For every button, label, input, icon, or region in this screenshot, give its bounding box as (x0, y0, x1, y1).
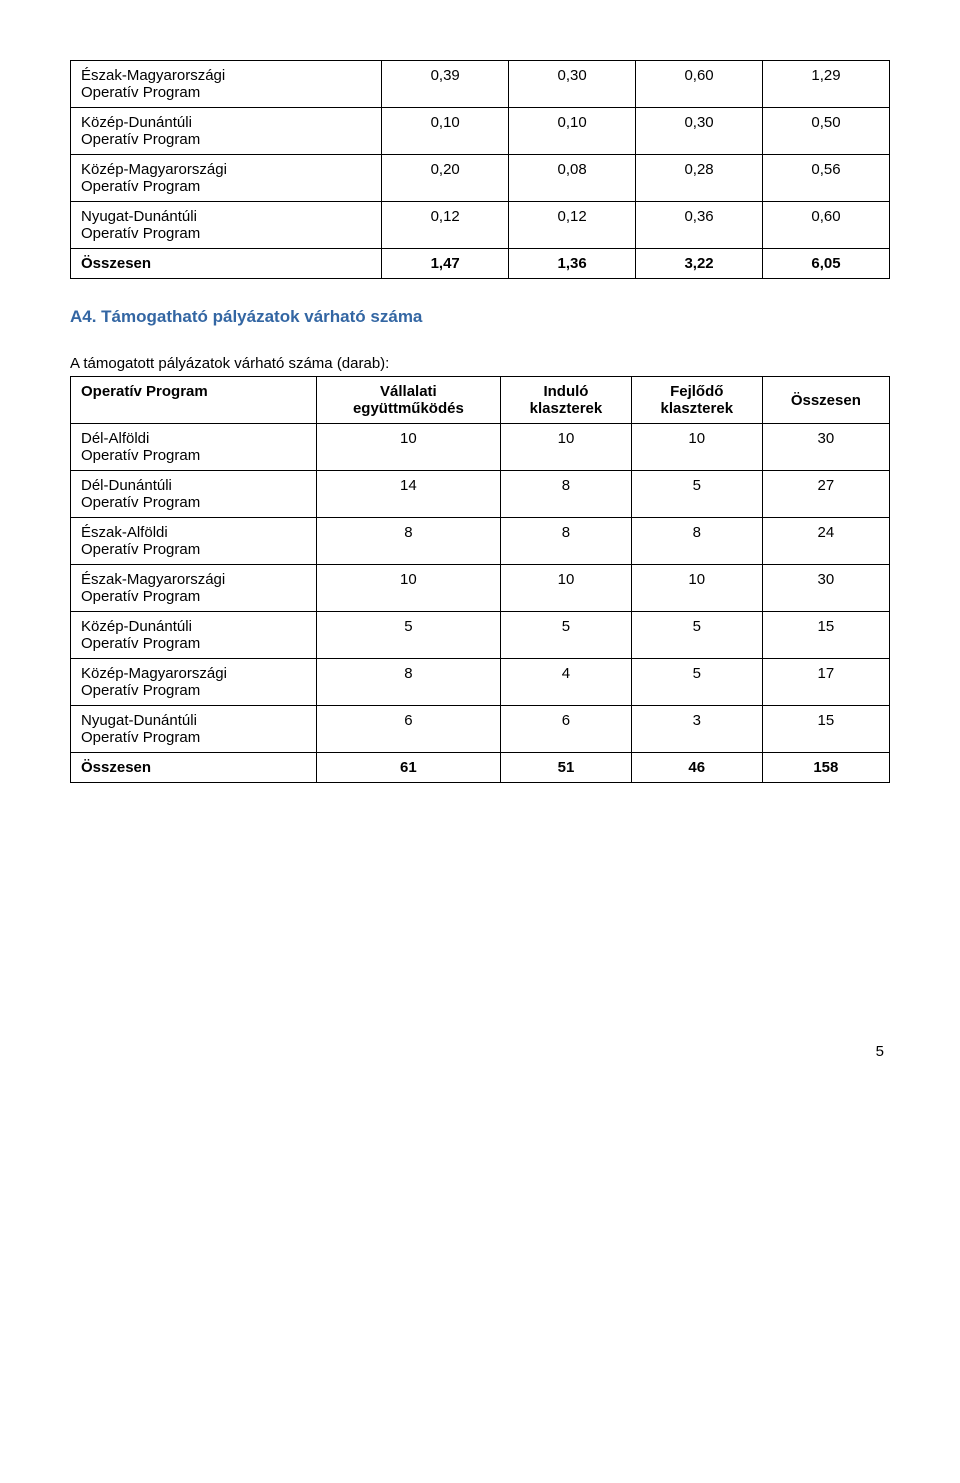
cell: 30 (762, 565, 889, 612)
cell: 10 (631, 424, 762, 471)
cell: 3,22 (636, 249, 763, 279)
cell: 0,36 (636, 202, 763, 249)
row-label: Közép-DunántúliOperatív Program (71, 108, 382, 155)
row-label: Nyugat-DunántúliOperatív Program (71, 706, 317, 753)
cell: 17 (762, 659, 889, 706)
row-label: Közép-DunántúliOperatív Program (71, 612, 317, 659)
table-row: Közép-MagyarországiOperatív Program 0,20… (71, 155, 890, 202)
table-row: Közép-DunántúliOperatív Program 0,10 0,1… (71, 108, 890, 155)
table-row: Nyugat-DunántúliOperatív Program 0,12 0,… (71, 202, 890, 249)
cell: 8 (501, 518, 632, 565)
cell: 5 (501, 612, 632, 659)
row-label: Észak-AlföldiOperatív Program (71, 518, 317, 565)
cell: 1,29 (763, 61, 890, 108)
table-row: Észak-MagyarországiOperatív Program 0,39… (71, 61, 890, 108)
cell: 15 (762, 612, 889, 659)
counts-table: Operatív Program Vállalatiegyüttműködés … (70, 376, 890, 783)
header-row: Operatív Program Vállalatiegyüttműködés … (71, 377, 890, 424)
cell: 0,30 (636, 108, 763, 155)
row-label: Közép-MagyarországiOperatív Program (71, 659, 317, 706)
cell: 0,56 (763, 155, 890, 202)
col-header: Indulóklaszterek (501, 377, 632, 424)
table-row: Észak-AlföldiOperatív Program 8 8 8 24 (71, 518, 890, 565)
col-header: Vállalatiegyüttműködés (316, 377, 500, 424)
row-label: Észak-MagyarországiOperatív Program (71, 61, 382, 108)
table-row: Dél-DunántúliOperatív Program 14 8 5 27 (71, 471, 890, 518)
cell: 0,12 (382, 202, 509, 249)
cell: 5 (631, 471, 762, 518)
cell: 0,10 (382, 108, 509, 155)
table-row: Észak-MagyarországiOperatív Program 10 1… (71, 565, 890, 612)
cell: 10 (316, 424, 500, 471)
cell: 0,12 (509, 202, 636, 249)
cell: 1,36 (509, 249, 636, 279)
cell: 14 (316, 471, 500, 518)
cell: 0,08 (509, 155, 636, 202)
top-table: Észak-MagyarországiOperatív Program 0,39… (70, 60, 890, 279)
cell: 8 (316, 518, 500, 565)
total-row: Összesen 61 51 46 158 (71, 753, 890, 783)
table-row: Közép-DunántúliOperatív Program 5 5 5 15 (71, 612, 890, 659)
row-label: Dél-AlföldiOperatív Program (71, 424, 317, 471)
cell: 10 (631, 565, 762, 612)
cell: 10 (501, 565, 632, 612)
cell: 8 (316, 659, 500, 706)
cell: 0,30 (509, 61, 636, 108)
cell: 27 (762, 471, 889, 518)
cell: 8 (501, 471, 632, 518)
cell: 10 (501, 424, 632, 471)
cell: 0,28 (636, 155, 763, 202)
row-label: Nyugat-DunántúliOperatív Program (71, 202, 382, 249)
section-heading: A4. Támogatható pályázatok várható száma (70, 307, 890, 327)
row-label: Dél-DunántúliOperatív Program (71, 471, 317, 518)
cell: 0,10 (509, 108, 636, 155)
table-row: Közép-MagyarországiOperatív Program 8 4 … (71, 659, 890, 706)
cell: 8 (631, 518, 762, 565)
cell: 30 (762, 424, 889, 471)
cell: 4 (501, 659, 632, 706)
cell: 51 (501, 753, 632, 783)
cell: 1,47 (382, 249, 509, 279)
total-row: Összesen 1,47 1,36 3,22 6,05 (71, 249, 890, 279)
cell: 15 (762, 706, 889, 753)
row-label: Észak-MagyarországiOperatív Program (71, 565, 317, 612)
cell: 3 (631, 706, 762, 753)
col-header: Összesen (762, 377, 889, 424)
row-label: Közép-MagyarországiOperatív Program (71, 155, 382, 202)
table-row: Nyugat-DunántúliOperatív Program 6 6 3 1… (71, 706, 890, 753)
total-label: Összesen (71, 249, 382, 279)
cell: 0,39 (382, 61, 509, 108)
col-header: Fejlődőklaszterek (631, 377, 762, 424)
cell: 0,20 (382, 155, 509, 202)
section-subtext: A támogatott pályázatok várható száma (d… (70, 355, 890, 372)
cell: 158 (762, 753, 889, 783)
cell: 0,60 (763, 202, 890, 249)
table-row: Dél-AlföldiOperatív Program 10 10 10 30 (71, 424, 890, 471)
page-number: 5 (70, 1043, 890, 1060)
cell: 6,05 (763, 249, 890, 279)
cell: 0,50 (763, 108, 890, 155)
col-header: Operatív Program (71, 377, 317, 424)
cell: 5 (631, 612, 762, 659)
cell: 6 (316, 706, 500, 753)
cell: 61 (316, 753, 500, 783)
cell: 0,60 (636, 61, 763, 108)
cell: 5 (631, 659, 762, 706)
top-table-body: Észak-MagyarországiOperatív Program 0,39… (71, 61, 890, 279)
cell: 46 (631, 753, 762, 783)
total-label: Összesen (71, 753, 317, 783)
cell: 5 (316, 612, 500, 659)
cell: 24 (762, 518, 889, 565)
cell: 10 (316, 565, 500, 612)
cell: 6 (501, 706, 632, 753)
